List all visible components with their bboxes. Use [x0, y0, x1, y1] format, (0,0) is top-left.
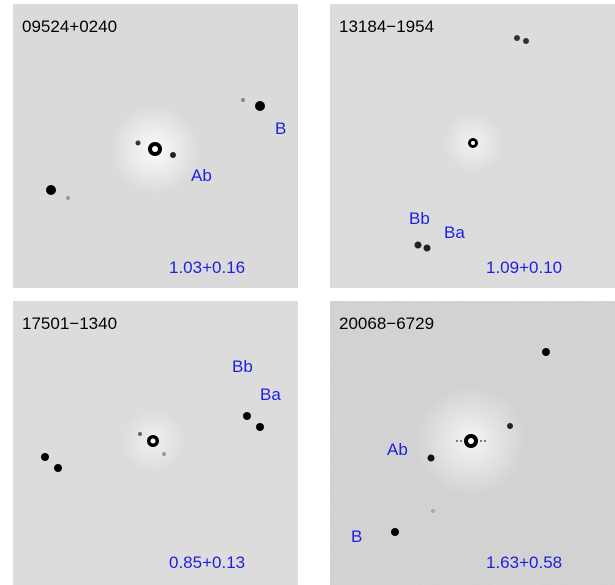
star-top-right-b [523, 38, 529, 44]
label-ab: Ab [191, 166, 212, 185]
label-bb: Bb [409, 209, 430, 228]
companion-ab [170, 152, 176, 158]
panel-image [13, 4, 298, 288]
panel-value: 0.85+0.13 [169, 553, 246, 572]
label-b: B [275, 119, 287, 138]
label-bb: Bb [232, 357, 253, 376]
panel-title: 13184−1954 [339, 17, 435, 36]
panel-title: 17501−1340 [22, 314, 118, 333]
panel-20068: 20068−6729 Ab B 1.63+0.58 [330, 301, 615, 585]
faint-star [135, 140, 141, 146]
panel-value: 1.09+0.10 [486, 258, 563, 277]
star-top-right [542, 348, 550, 356]
panel-13184: 13184−1954 Bb Ba 1.09+0.10 [330, 4, 615, 288]
panel-title: 09524+0240 [22, 17, 118, 36]
panel-17501: 17501−1340 Bb Ba 0.85+0.13 [13, 301, 298, 585]
companion-bb [414, 241, 422, 249]
panel-value: 1.63+0.58 [486, 553, 563, 572]
panel-image [330, 301, 615, 585]
star-left-b [54, 464, 62, 472]
companion-b [255, 101, 265, 111]
panel-image [330, 4, 615, 288]
companion-ba [423, 244, 431, 252]
panel-title: 20068−6729 [339, 314, 435, 333]
companion-ba [256, 423, 264, 431]
star-left-a [41, 453, 49, 461]
star-left [46, 185, 56, 195]
panel-image [13, 301, 298, 585]
companion-ab [427, 454, 435, 462]
label-ba: Ba [444, 223, 465, 242]
label-b: B [351, 527, 363, 546]
star-mid-right [507, 423, 513, 429]
label-ba: Ba [260, 385, 281, 404]
companion-bb [243, 412, 251, 420]
label-ab: Ab [387, 440, 408, 459]
star-top-right-a [514, 35, 520, 41]
panel-value: 1.03+0.16 [169, 258, 246, 277]
panel-09524: 09524+0240 B Ab 1.03+0.16 [13, 4, 298, 288]
companion-b [391, 528, 399, 536]
